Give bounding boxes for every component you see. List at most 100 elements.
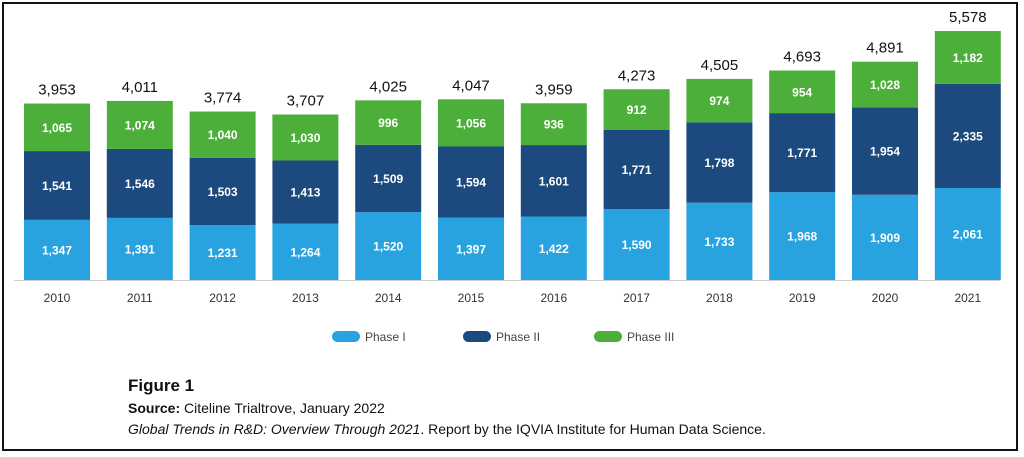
- segment-value-label: 1,422: [539, 242, 569, 256]
- x-tick-label: 2016: [540, 291, 567, 305]
- bar-segment-phase-ii-2020: [852, 107, 918, 195]
- segment-value-label: 1,397: [456, 242, 486, 256]
- source-label: Source:: [128, 400, 181, 416]
- total-value-label: 3,959: [535, 81, 573, 98]
- legend-swatch-phase-iii: [594, 331, 622, 342]
- segment-value-label: 1,030: [290, 131, 320, 145]
- segment-value-label: 1,040: [208, 128, 238, 142]
- total-value-label: 4,025: [369, 78, 407, 95]
- segment-value-label: 1,541: [42, 179, 72, 193]
- bar-segment-phase-ii-2013: [272, 160, 339, 224]
- bar-segment-phase-ii-2018: [686, 122, 753, 203]
- segment-value-label: 1,391: [125, 242, 155, 256]
- segment-value-label: 1,231: [208, 246, 238, 260]
- bar-segment-phase-i-2013: [272, 223, 339, 280]
- report-rest: . Report by the IQVIA Institute for Huma…: [420, 421, 766, 437]
- x-tick-label: 2015: [458, 291, 485, 305]
- segment-value-label: 1,182: [953, 51, 983, 65]
- legend-label: Phase III: [627, 330, 674, 344]
- segment-value-label: 1,954: [870, 145, 900, 159]
- total-value-label: 3,774: [204, 90, 242, 107]
- bar-segment-phase-i-2012: [189, 225, 256, 280]
- segment-value-label: 996: [378, 116, 398, 130]
- bar-segment-phase-ii-2012: [189, 157, 256, 226]
- segment-value-label: 1,909: [870, 231, 900, 245]
- bar-segment-phase-iii-2014: [355, 100, 422, 145]
- total-value-label: 4,047: [452, 77, 490, 94]
- bar-segment-phase-i-2011: [106, 217, 173, 280]
- bar-segment-phase-ii-2016: [520, 145, 587, 217]
- segment-value-label: 954: [792, 85, 812, 99]
- total-value-label: 3,707: [287, 93, 325, 110]
- source-line: Source: Citeline Trialtrove, January 202…: [128, 398, 766, 418]
- total-value-label: 3,953: [38, 82, 76, 99]
- segment-value-label: 1,601: [539, 174, 569, 188]
- bar-segment-phase-i-2016: [520, 216, 587, 280]
- bar-segment-phase-iii-2011: [106, 100, 173, 149]
- segment-value-label: 2,061: [953, 227, 983, 241]
- total-value-label: 4,273: [618, 67, 656, 84]
- bar-segment-phase-iii-2015: [438, 99, 504, 147]
- stacked-bar-chart: 1,347 1,541 1,065 3,953 2010 1,391 1,546 1,074 4…: [14, 9, 1001, 344]
- total-value-label: 4,505: [701, 57, 739, 74]
- bar-segment-phase-iii-2016: [520, 103, 587, 146]
- bar-segment-phase-i-2021: [934, 187, 1001, 280]
- figure-caption: Figure 1 Source: Citeline Trialtrove, Ja…: [128, 376, 766, 439]
- bar-segment-phase-iii-2013: [272, 114, 339, 161]
- bar-segment-phase-i-2010: [24, 219, 90, 280]
- x-tick-label: 2010: [44, 291, 71, 305]
- x-tick-label: 2017: [623, 291, 650, 305]
- segment-value-label: 1,590: [622, 238, 652, 252]
- figure-label: Figure 1: [128, 376, 195, 395]
- bar-segment-phase-i-2017: [603, 209, 670, 280]
- bar-segment-phase-ii-2011: [106, 148, 173, 218]
- bar-segment-phase-iii-2019: [769, 70, 836, 114]
- segment-value-label: 1,798: [704, 156, 734, 170]
- bar-segment-phase-i-2018: [686, 202, 753, 280]
- source-text: Citeline Trialtrove, January 2022: [184, 400, 385, 416]
- segment-value-label: 1,028: [870, 78, 900, 92]
- legend-swatch-phase-i: [332, 331, 360, 342]
- bar-segment-phase-ii-2010: [24, 151, 90, 220]
- segment-value-label: 2,335: [953, 129, 983, 143]
- x-tick-label: 2014: [375, 291, 402, 305]
- total-value-label: 4,011: [122, 79, 158, 96]
- segment-value-label: 1,264: [290, 245, 320, 259]
- segment-value-label: 1,520: [373, 240, 403, 254]
- segment-value-label: 974: [709, 94, 729, 108]
- segment-value-label: 1,771: [787, 146, 817, 160]
- total-value-label: 4,891: [866, 40, 904, 57]
- x-tick-label: 2020: [872, 291, 899, 305]
- segment-value-label: 1,413: [290, 186, 320, 200]
- x-tick-label: 2012: [209, 291, 236, 305]
- bar-segment-phase-ii-2014: [355, 144, 422, 213]
- report-line: Global Trends in R&D: Overview Through 2…: [128, 419, 766, 439]
- segment-value-label: 1,503: [208, 185, 238, 199]
- bar-segment-phase-iii-2018: [686, 78, 753, 123]
- segment-value-label: 1,056: [456, 116, 486, 130]
- segment-value-label: 1,065: [42, 121, 72, 135]
- bar-segment-phase-i-2015: [438, 217, 504, 280]
- legend-label: Phase I: [365, 330, 406, 344]
- bar-segment-phase-iii-2010: [24, 103, 90, 152]
- bar-segment-phase-iii-2012: [189, 111, 256, 158]
- bar-segment-phase-iii-2020: [852, 61, 918, 108]
- legend-swatch-phase-ii: [463, 331, 491, 342]
- segment-value-label: 1,347: [42, 243, 72, 257]
- x-tick-label: 2011: [127, 291, 153, 305]
- bar-segment-phase-i-2014: [355, 212, 422, 280]
- report-title: Global Trends in R&D: Overview Through 2…: [128, 421, 421, 437]
- bar-segment-phase-ii-2021: [934, 83, 1001, 188]
- bar-segment-phase-iii-2021: [934, 30, 1001, 84]
- segment-value-label: 1,968: [787, 230, 817, 244]
- segment-value-label: 1,594: [456, 176, 486, 190]
- bar-segment-phase-ii-2017: [603, 129, 670, 210]
- segment-value-label: 1,546: [125, 177, 155, 191]
- bar-segment-phase-ii-2019: [769, 113, 836, 193]
- x-tick-label: 2013: [292, 291, 319, 305]
- segment-value-label: 1,733: [704, 235, 734, 249]
- segment-value-label: 1,771: [622, 163, 652, 177]
- legend-label: Phase II: [496, 330, 540, 344]
- segment-value-label: 1,074: [125, 118, 155, 132]
- x-tick-label: 2019: [789, 291, 816, 305]
